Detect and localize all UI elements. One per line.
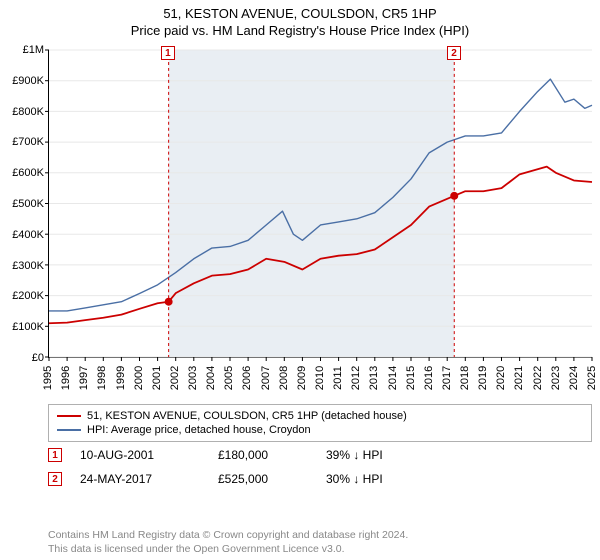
x-axis-label: 2002 bbox=[169, 366, 181, 390]
event-marker: 2 bbox=[447, 46, 461, 60]
x-axis-label: 2021 bbox=[513, 366, 525, 390]
legend-label: 51, KESTON AVENUE, COULSDON, CR5 1HP (de… bbox=[87, 410, 407, 422]
x-axis-label: 2010 bbox=[314, 366, 326, 390]
y-axis-label: £600K bbox=[0, 167, 44, 179]
x-axis-label: 2001 bbox=[151, 366, 163, 390]
x-axis-label: 2011 bbox=[332, 366, 344, 390]
x-axis-label: 2003 bbox=[187, 366, 199, 390]
x-axis-label: 1996 bbox=[60, 366, 72, 390]
legend-item: HPI: Average price, detached house, Croy… bbox=[57, 423, 583, 437]
footer-copyright: Contains HM Land Registry data © Crown c… bbox=[48, 528, 592, 542]
x-axis-label: 2020 bbox=[495, 366, 507, 390]
legend-item: 51, KESTON AVENUE, COULSDON, CR5 1HP (de… bbox=[57, 409, 583, 423]
x-axis-label: 2013 bbox=[368, 366, 380, 390]
x-axis-label: 1999 bbox=[115, 366, 127, 390]
plot bbox=[48, 50, 592, 358]
x-axis-label: 1995 bbox=[42, 366, 54, 390]
legend-label: HPI: Average price, detached house, Croy… bbox=[87, 424, 311, 436]
sale-delta: 39% ↓ HPI bbox=[326, 448, 383, 462]
x-axis-label: 2024 bbox=[568, 366, 580, 390]
legend-swatch bbox=[57, 415, 81, 417]
sale-price: £525,000 bbox=[218, 472, 308, 486]
legend-swatch bbox=[57, 429, 81, 431]
sale-price: £180,000 bbox=[218, 448, 308, 462]
x-axis-label: 2005 bbox=[223, 366, 235, 390]
x-axis-label: 2015 bbox=[405, 366, 417, 390]
x-axis-label: 1998 bbox=[96, 366, 108, 390]
title-address: 51, KESTON AVENUE, COULSDON, CR5 1HP bbox=[0, 6, 600, 23]
x-axis-label: 1997 bbox=[78, 366, 90, 390]
footer-licence: This data is licensed under the Open Gov… bbox=[48, 542, 592, 556]
sale-date: 10-AUG-2001 bbox=[80, 448, 200, 462]
y-axis-label: £100K bbox=[0, 321, 44, 333]
title-subtitle: Price paid vs. HM Land Registry's House … bbox=[0, 23, 600, 40]
sale-marker: 1 bbox=[48, 448, 62, 462]
y-axis-label: £800K bbox=[0, 106, 44, 118]
chart-area: 1 2 £0 £100K £200K £300K £400K £500K £600K £700K £… bbox=[0, 42, 600, 402]
y-axis-label: £1M bbox=[0, 44, 44, 56]
y-axis-label: £300K bbox=[0, 260, 44, 272]
x-axis-label: 2007 bbox=[260, 366, 272, 390]
sale-marker: 2 bbox=[48, 472, 62, 486]
legend: 51, KESTON AVENUE, COULSDON, CR5 1HP (de… bbox=[48, 404, 592, 442]
y-axis-label: £900K bbox=[0, 75, 44, 87]
x-axis-label: 2016 bbox=[423, 366, 435, 390]
y-axis-label: £500K bbox=[0, 198, 44, 210]
sale-date: 24-MAY-2017 bbox=[80, 472, 200, 486]
x-axis-label: 2000 bbox=[133, 366, 145, 390]
chart-container: 51, KESTON AVENUE, COULSDON, CR5 1HP Pri… bbox=[0, 0, 600, 560]
y-axis-label: £700K bbox=[0, 136, 44, 148]
sale-delta: 30% ↓ HPI bbox=[326, 472, 383, 486]
x-axis-label: 2025 bbox=[586, 366, 598, 390]
x-axis-label: 2023 bbox=[550, 366, 562, 390]
y-axis-label: £400K bbox=[0, 229, 44, 241]
sale-row: 2 24-MAY-2017 £525,000 30% ↓ HPI bbox=[48, 472, 592, 486]
x-axis-label: 2008 bbox=[278, 366, 290, 390]
x-axis-label: 2022 bbox=[532, 366, 544, 390]
event-marker: 1 bbox=[161, 46, 175, 60]
title-block: 51, KESTON AVENUE, COULSDON, CR5 1HP Pri… bbox=[0, 0, 600, 40]
x-axis-label: 2009 bbox=[296, 366, 308, 390]
x-axis-label: 2004 bbox=[205, 366, 217, 390]
x-axis-label: 2018 bbox=[459, 366, 471, 390]
y-axis-label: £0 bbox=[0, 352, 44, 364]
x-axis-label: 2014 bbox=[387, 366, 399, 390]
footer: Contains HM Land Registry data © Crown c… bbox=[48, 528, 592, 556]
sale-row: 1 10-AUG-2001 £180,000 39% ↓ HPI bbox=[48, 448, 592, 462]
x-axis-label: 2012 bbox=[350, 366, 362, 390]
y-axis-label: £200K bbox=[0, 290, 44, 302]
x-axis-label: 2006 bbox=[241, 366, 253, 390]
x-axis-label: 2019 bbox=[477, 366, 489, 390]
x-axis-label: 2017 bbox=[441, 366, 453, 390]
